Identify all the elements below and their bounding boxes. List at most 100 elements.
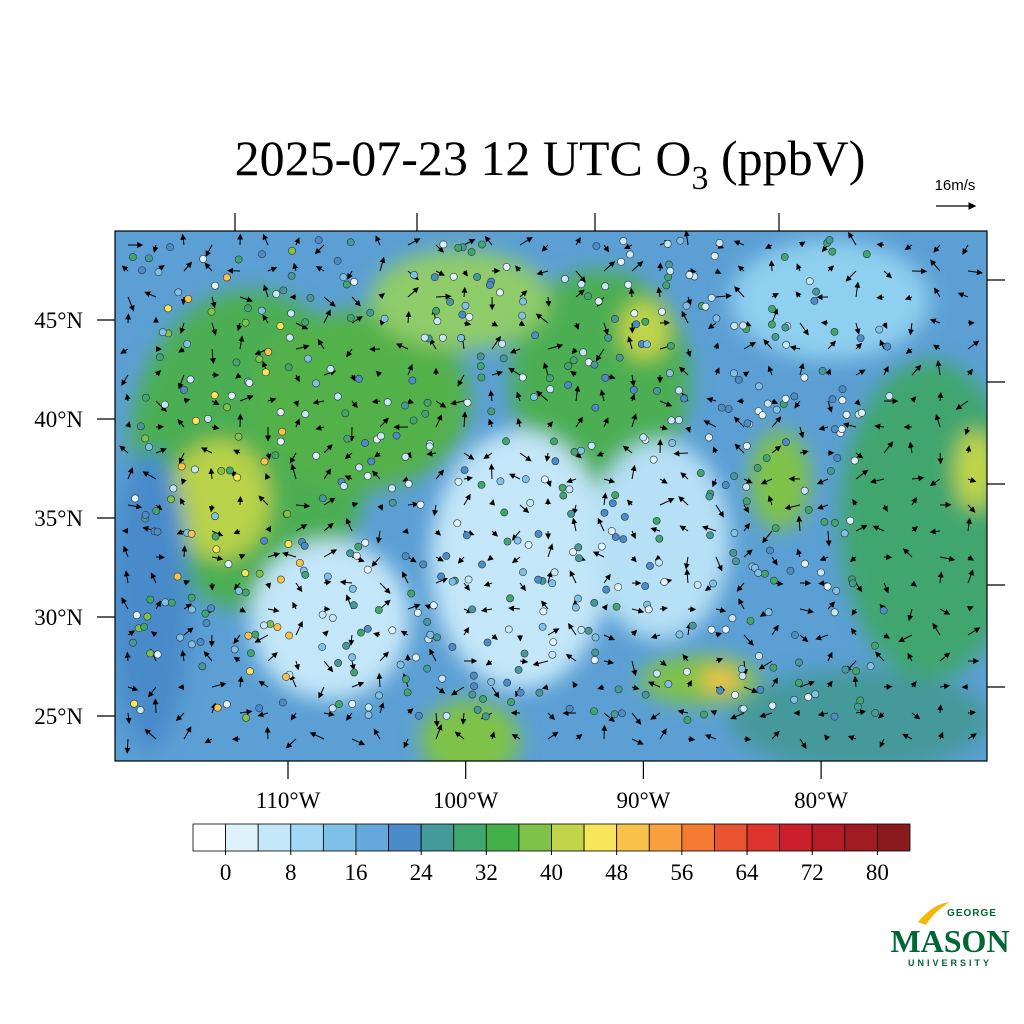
station — [717, 403, 726, 412]
station — [388, 626, 397, 635]
wind-arrow — [819, 555, 829, 561]
station — [705, 433, 713, 442]
station — [577, 280, 586, 289]
station — [812, 287, 821, 296]
station — [272, 290, 281, 298]
station — [688, 621, 697, 630]
wind-arrow — [879, 339, 886, 350]
station — [619, 535, 628, 544]
station — [502, 437, 510, 446]
wind-arrow — [937, 731, 944, 740]
station — [665, 260, 673, 269]
station — [187, 529, 196, 538]
station — [241, 588, 250, 597]
station — [818, 366, 827, 375]
station — [618, 709, 626, 718]
wind-arrow — [208, 467, 215, 480]
lon-label: 80°W — [794, 788, 848, 813]
wind-arrow — [934, 413, 941, 428]
station — [328, 614, 337, 622]
station — [241, 318, 250, 327]
wind-arrow — [680, 472, 689, 480]
wind-arrow — [904, 244, 913, 250]
station — [710, 252, 719, 260]
wind-arrow — [178, 346, 185, 353]
wind-arrow — [511, 733, 521, 740]
wind-arrow — [155, 600, 161, 610]
wind-arrow — [574, 385, 581, 402]
wind-arrow — [872, 525, 885, 532]
wind-arrow — [758, 660, 773, 670]
station — [339, 482, 348, 490]
station — [377, 432, 385, 440]
wind-arrow — [967, 340, 980, 350]
wind-arrow — [798, 241, 806, 248]
station — [504, 625, 513, 634]
station — [230, 645, 239, 654]
wind-arrow — [568, 623, 577, 636]
wind-arrow — [628, 287, 635, 298]
station — [233, 473, 242, 482]
station — [306, 293, 315, 302]
station — [660, 578, 669, 586]
wind-arrow — [289, 452, 297, 464]
wind-arrow — [784, 504, 801, 511]
station — [341, 409, 350, 418]
station — [565, 485, 574, 494]
wind-arrow — [575, 733, 583, 740]
station — [282, 672, 291, 681]
station — [524, 541, 533, 549]
station — [601, 282, 610, 291]
station — [772, 405, 781, 414]
wind-arrow — [511, 530, 521, 541]
station — [780, 253, 789, 261]
station — [442, 711, 451, 720]
colorbar-label: 8 — [285, 860, 297, 885]
wind-arrow — [426, 450, 437, 457]
wind-arrow — [876, 294, 885, 301]
station — [245, 378, 254, 387]
wind-arrow — [601, 604, 608, 611]
wind-arrow — [855, 582, 863, 593]
wind-arrow — [932, 622, 941, 636]
station — [601, 373, 610, 382]
station — [619, 237, 628, 245]
station — [154, 268, 163, 277]
station — [257, 306, 266, 315]
wind-arrow — [309, 732, 325, 740]
station — [857, 408, 866, 417]
wind-arrow — [294, 660, 300, 671]
wind-arrow — [407, 556, 417, 563]
wind-arrow — [818, 425, 829, 431]
wind-arrow — [127, 685, 139, 692]
station — [737, 665, 746, 673]
wind-arrow — [957, 292, 969, 298]
wind-arrow — [673, 450, 689, 457]
wind-arrow — [631, 738, 644, 745]
wind-arrow — [883, 582, 889, 594]
station — [177, 462, 186, 471]
wind-arrow — [743, 477, 753, 484]
station — [597, 542, 606, 551]
station — [730, 369, 738, 378]
wind-arrow — [210, 296, 217, 309]
station — [477, 480, 486, 489]
wind-arrow — [239, 709, 253, 716]
wind-arrow — [597, 517, 605, 532]
wind-arrow — [743, 504, 750, 513]
colorbar-box — [681, 823, 715, 852]
station — [614, 685, 623, 694]
wind-arrow — [491, 335, 501, 350]
wind-arrow — [962, 244, 969, 255]
wind-arrow — [511, 556, 521, 564]
station — [186, 375, 195, 384]
station — [140, 622, 148, 631]
wind-arrow — [575, 270, 586, 283]
grid-ticks — [234, 213, 1005, 688]
wind-arrow — [183, 397, 191, 404]
wind-arrow — [571, 517, 578, 532]
wind-arrow — [315, 424, 325, 431]
station — [423, 664, 432, 673]
wind-arrow — [238, 335, 245, 350]
wind-arrow — [685, 348, 692, 358]
